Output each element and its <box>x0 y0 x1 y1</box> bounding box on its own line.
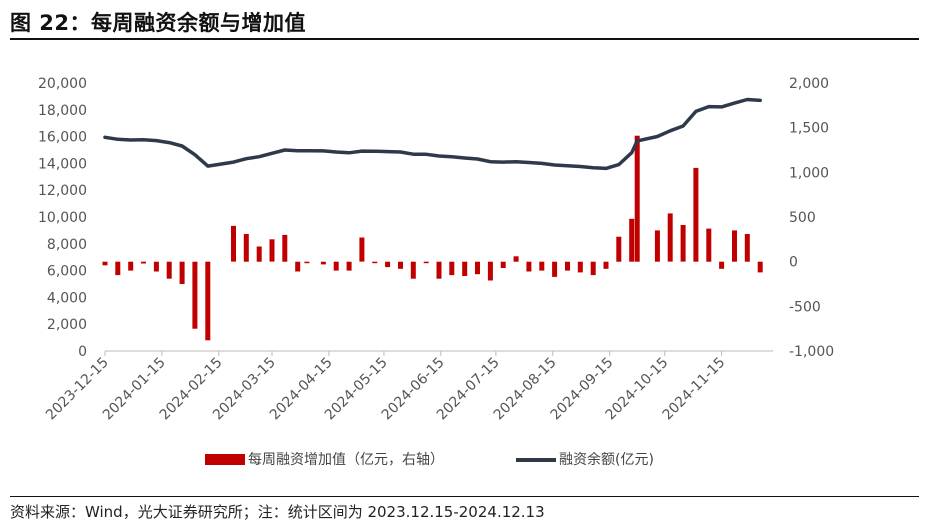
bar-weekly-increase <box>513 256 519 262</box>
bar-weekly-increase <box>256 246 262 262</box>
bar-weekly-increase <box>449 261 455 276</box>
right-axis-tick-label: 500 <box>789 210 816 226</box>
left-axis-tick-label: 10,000 <box>38 210 87 226</box>
bar-weekly-increase <box>179 261 185 284</box>
legend-label-line: 融资余额(亿元) <box>559 451 654 468</box>
bar-weekly-increase <box>654 230 660 262</box>
bar-weekly-increase <box>153 261 159 272</box>
bar-weekly-increase <box>565 261 570 271</box>
series-line-margin-balance <box>103 97 762 171</box>
bar-weekly-increase <box>577 261 583 273</box>
right-axis-tick-label: 2,000 <box>789 76 829 92</box>
left-axis-tick-label: 14,000 <box>38 156 87 172</box>
left-axis-tick-label: 0 <box>78 344 87 360</box>
bar-weekly-increase <box>693 167 699 262</box>
bar-weekly-increase <box>706 228 712 262</box>
right-axis-tick-label: 0 <box>789 255 798 271</box>
left-axis-tick-label: 8,000 <box>47 237 87 253</box>
bar-weekly-increase <box>385 261 391 268</box>
bar-weekly-increase <box>616 236 622 262</box>
bar-weekly-increase <box>398 261 403 269</box>
left-axis-tick-label: 2,000 <box>47 317 87 333</box>
source-rule <box>10 496 919 497</box>
left-axis-tick-label: 20,000 <box>38 76 87 92</box>
left-axis-tick-label: 12,000 <box>38 183 87 199</box>
right-axis-tick-label: -500 <box>789 299 821 315</box>
bar-weekly-increase <box>320 261 326 265</box>
bar-weekly-increase <box>115 261 121 276</box>
bar-weekly-increase <box>744 234 750 262</box>
bar-weekly-increase <box>205 261 211 341</box>
bar-weekly-increase <box>166 261 172 279</box>
bar-weekly-increase <box>346 261 352 271</box>
left-axis-tick-label: 16,000 <box>38 130 87 146</box>
bar-weekly-increase <box>282 234 288 262</box>
bar-weekly-increase <box>757 261 763 273</box>
bar-weekly-increase <box>680 225 686 262</box>
bar-weekly-increase <box>719 261 725 269</box>
bar-weekly-increase <box>475 261 480 275</box>
chart: 0 2,000 4,000 6,000 8,000 10,000 12,000 14,000 1… <box>38 76 834 468</box>
legend-swatch-bar <box>205 454 245 465</box>
left-axis-tick-label: 18,000 <box>38 103 87 119</box>
bar-weekly-increase <box>603 261 609 269</box>
left-axis-tick-label: 4,000 <box>47 290 87 306</box>
bar-weekly-increase <box>304 261 310 264</box>
bar-weekly-increase <box>590 261 596 276</box>
bar-weekly-increase <box>141 261 146 264</box>
figure-title: 图 22：每周融资余额与增加值 <box>10 11 307 35</box>
bar-weekly-increase <box>231 225 236 262</box>
bar-weekly-increase <box>269 239 275 262</box>
bar-weekly-increase <box>462 261 468 276</box>
bar-weekly-increase <box>128 261 134 271</box>
title-rule <box>10 38 919 40</box>
bar-weekly-increase <box>436 261 442 279</box>
bar-weekly-increase <box>629 218 635 262</box>
bar-weekly-increase <box>372 261 378 264</box>
legend-label-bar: 每周融资增加值（亿元，右轴） <box>248 452 444 468</box>
bar-weekly-increase <box>526 261 532 272</box>
bar-weekly-increase <box>295 261 301 272</box>
bar-weekly-increase <box>359 237 365 262</box>
right-axis-tick-label: 1,000 <box>789 165 829 181</box>
bar-weekly-increase <box>192 261 198 329</box>
bar-weekly-increase <box>539 261 545 271</box>
right-axis-tick-label: 1,500 <box>789 121 829 137</box>
bar-weekly-increase <box>410 261 416 279</box>
bar-weekly-increase <box>333 261 339 271</box>
bar-weekly-increase <box>634 135 640 262</box>
bar-weekly-increase <box>500 261 506 268</box>
bar-weekly-increase <box>102 261 108 266</box>
bar-weekly-increase <box>243 234 249 262</box>
bar-weekly-increase <box>732 230 737 262</box>
bar-weekly-increase <box>423 261 429 264</box>
bar-weekly-increase <box>487 261 493 281</box>
left-axis-tick-label: 6,000 <box>47 264 87 280</box>
right-axis-tick-label: -1,000 <box>789 344 834 360</box>
bar-weekly-increase <box>552 261 558 277</box>
bar-weekly-increase <box>667 213 673 262</box>
source-note: 资料来源：Wind，光大证券研究所；注：统计区间为 2023.12.15-202… <box>10 503 545 521</box>
